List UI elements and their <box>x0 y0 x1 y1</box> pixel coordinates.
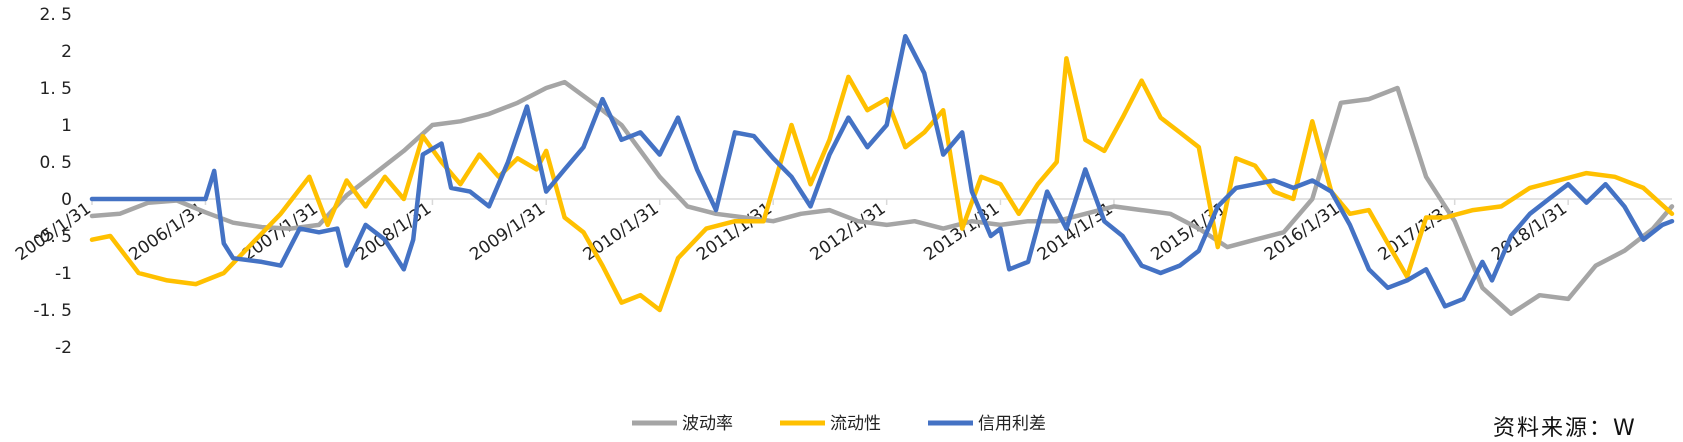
y-tick-label: -2 <box>55 338 72 358</box>
legend: 波动率 流动性 信用利差 <box>632 414 1046 434</box>
x-tick-label: 2010/1/31 <box>580 199 663 265</box>
y-tick-label: 0 <box>61 190 72 210</box>
series-lines <box>89 33 1675 316</box>
y-tick-label: 2. 5 <box>40 5 72 25</box>
series-line <box>89 56 1675 313</box>
y-tick-label: 1. 5 <box>40 79 72 99</box>
series-line <box>89 79 1675 316</box>
y-tick-label: 1 <box>61 116 72 136</box>
series-line <box>89 33 1675 309</box>
y-axis-ticks: 2. 5 2 1. 5 1 0. 5 0 -0. 5 -1 -1. 5 -2 <box>33 5 72 358</box>
y-tick-label: -0. 5 <box>33 227 72 247</box>
y-tick-label: -1. 5 <box>33 301 72 321</box>
source-note: 资料来源：W <box>1493 416 1637 441</box>
y-tick-label: 2 <box>61 42 72 62</box>
legend-label: 流动性 <box>830 414 881 434</box>
y-tick-label: -1 <box>55 264 72 284</box>
x-tick-label: 2005/1/31 <box>12 199 95 265</box>
y-tick-label: 0. 5 <box>40 153 72 173</box>
x-tick-label: 2009/1/31 <box>466 199 549 265</box>
legend-label: 波动率 <box>682 414 733 434</box>
x-tick-label: 2012/1/31 <box>807 199 890 265</box>
x-axis-ticks: 2005/1/31 2006/1/31 2007/1/31 2008/1/31 2009… <box>12 199 1571 265</box>
legend-label: 信用利差 <box>978 414 1046 434</box>
